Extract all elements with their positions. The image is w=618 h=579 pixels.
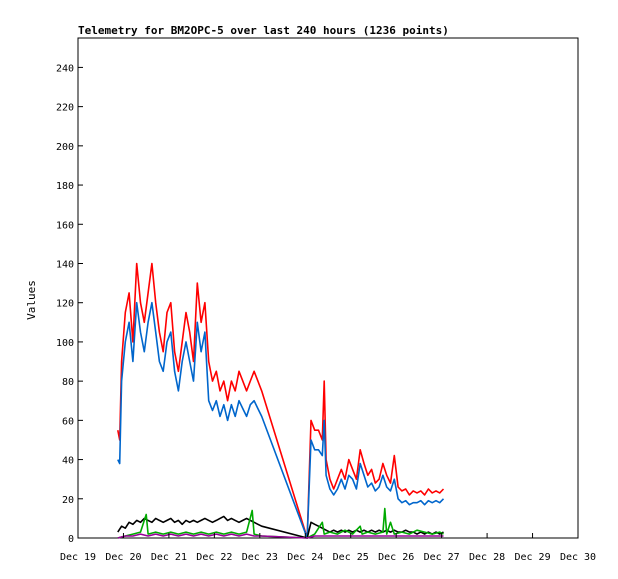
series-line-2	[117, 515, 444, 539]
y-axis: 0 20 40 60 80 100 120 140 160 180 200 220 240	[56, 63, 83, 545]
x-tick-label: Dec 19	[60, 552, 96, 563]
x-tick-label: Dec 29	[514, 552, 550, 563]
x-tick-label: Dec 21	[151, 552, 187, 563]
y-tick-label: 140	[56, 259, 74, 270]
y-tick-label: 120	[56, 299, 74, 310]
y-tick-label: 200	[56, 142, 74, 153]
y-tick-label: 0	[68, 534, 74, 545]
y-tick-label: 80	[62, 377, 74, 388]
series-layer	[117, 262, 445, 539]
x-tick-label: Dec 30	[560, 552, 596, 563]
plot-frame	[77, 37, 579, 539]
y-tick-label: 180	[56, 181, 74, 192]
series-line-0	[117, 262, 445, 539]
series-line-1	[117, 301, 445, 539]
y-tick-label: 220	[56, 103, 74, 114]
x-tick-label: Dec 22	[196, 552, 232, 563]
y-tick-label: 160	[56, 220, 74, 231]
y-tick-label: 100	[56, 338, 74, 349]
x-tick-label: Dec 25	[333, 552, 369, 563]
x-tick-label: Dec 20	[105, 552, 141, 563]
x-tick-label: Dec 23	[242, 552, 278, 563]
x-tick-label: Dec 26	[378, 552, 414, 563]
x-tick-label: Dec 24	[287, 552, 323, 563]
chart-title: Telemetry for BM2OPC-5 over last 240 hou…	[78, 24, 449, 37]
x-tick-label: Dec 28	[469, 552, 505, 563]
series-line-4	[117, 533, 444, 539]
y-tick-label: 20	[62, 495, 74, 506]
y-axis-label: Values	[25, 280, 38, 320]
y-tick-label: 240	[56, 63, 74, 74]
series-line-3	[117, 507, 444, 539]
y-tick-label: 40	[62, 456, 74, 467]
x-tick-label: Dec 27	[424, 552, 460, 563]
x-axis: Dec 19 Dec 20 Dec 21 Dec 22 Dec 23 Dec 24 Dec …	[60, 533, 596, 563]
y-tick-label: 60	[62, 416, 74, 427]
